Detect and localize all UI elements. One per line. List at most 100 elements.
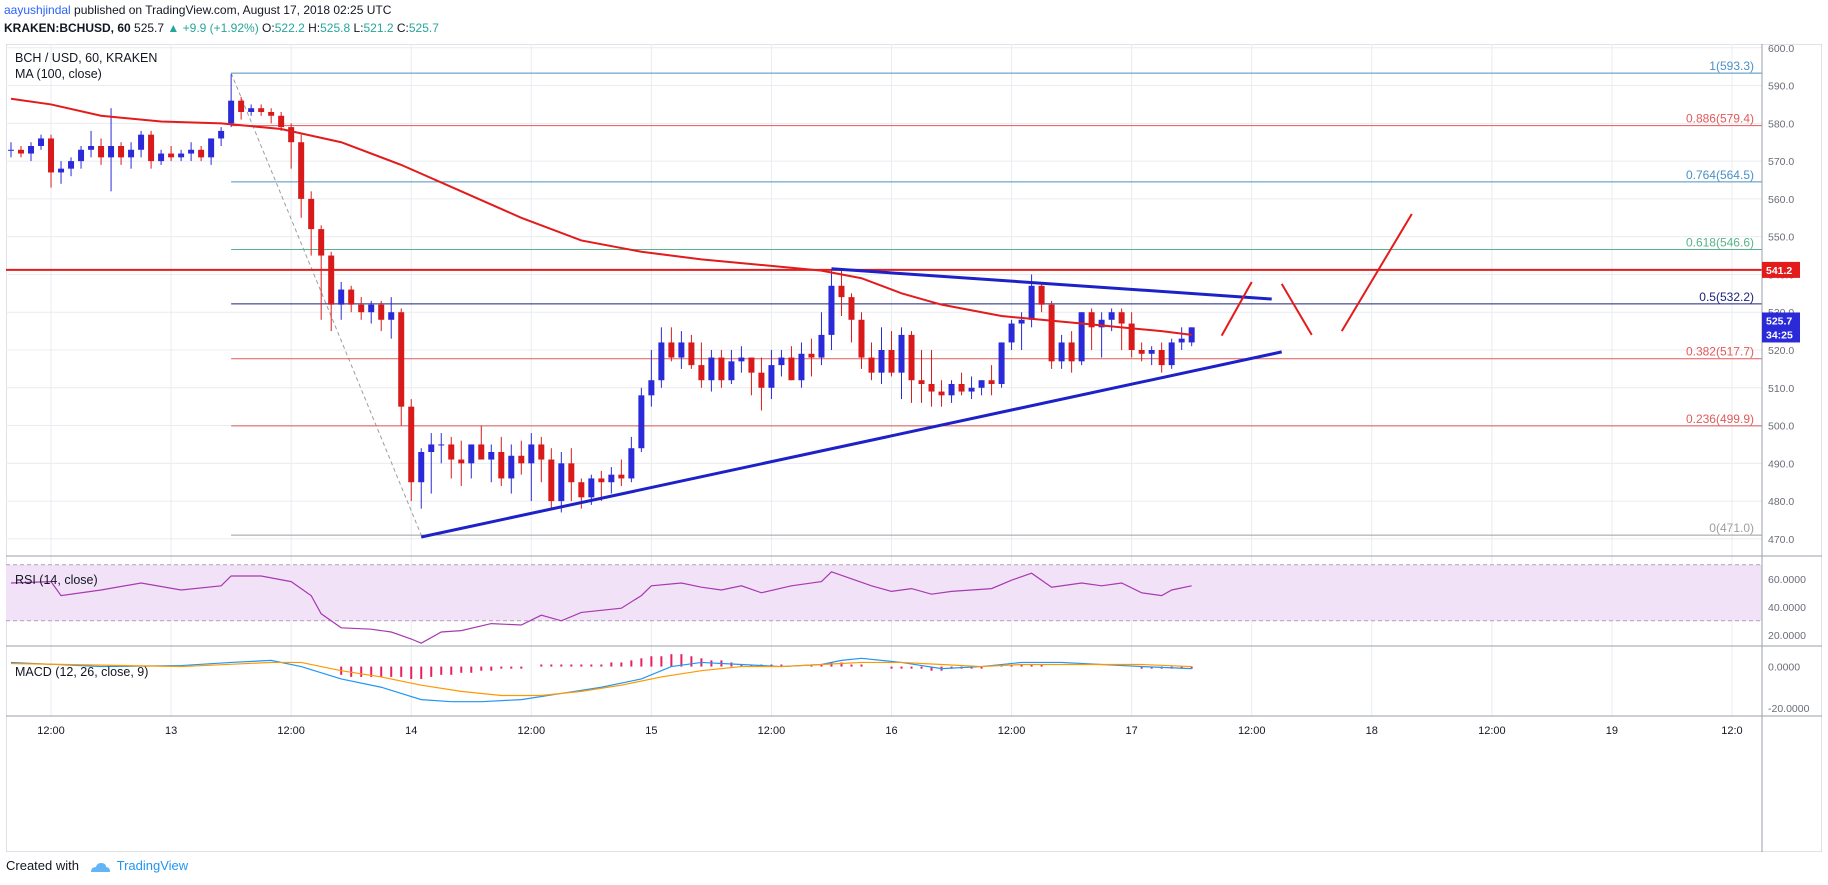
candle-body — [1048, 304, 1055, 362]
candle-body — [68, 161, 75, 169]
x-tick-label: 12:00 — [1238, 725, 1266, 737]
x-tick-label: 12:00 — [998, 725, 1026, 737]
candle-body — [358, 304, 365, 313]
y-tick-label: 570.0 — [1768, 156, 1794, 168]
x-tick-label: 12:00 — [37, 725, 65, 737]
author-link[interactable]: aayushjindal — [4, 3, 71, 17]
fib-level-label: 0(471.0) — [1709, 521, 1754, 535]
candle-body — [1018, 319, 1025, 324]
price-pane-title: BCH / USD, 60, KRAKEN — [15, 51, 157, 65]
candle-body — [468, 444, 475, 464]
candle-body — [648, 380, 655, 396]
high-label: H: — [308, 21, 321, 35]
candle-body — [858, 319, 865, 358]
x-tick-label: 12:00 — [277, 725, 305, 737]
tradingview-cloud-icon — [90, 862, 110, 872]
candle-body — [198, 149, 205, 158]
last-price-tag — [1762, 312, 1800, 343]
candle-body — [298, 142, 305, 199]
y-tick-label: 480.0 — [1768, 496, 1794, 508]
candle-body — [148, 134, 155, 162]
candle-body — [958, 384, 965, 392]
candle-body — [878, 350, 885, 373]
fib-level-label: 0.618(546.6) — [1686, 236, 1754, 250]
x-tick-label: 16 — [885, 725, 897, 737]
candle-body — [988, 380, 995, 384]
macd-tick-label: 0.0000 — [1768, 662, 1800, 674]
candle-body — [848, 297, 855, 320]
change-value: +9.9 (+1.92%) — [182, 21, 259, 35]
symbol-line: KRAKEN:BCHUSD, 60 525.7 ▲ +9.9 (+1.92%) … — [4, 21, 439, 35]
candle-body — [338, 289, 345, 305]
candle-body — [368, 304, 375, 313]
ma-100-line — [10, 97, 1192, 336]
candle-body — [418, 452, 425, 483]
up-arrow-icon: ▲ — [167, 21, 180, 35]
fib-level-label: 0.382(517.7) — [1686, 345, 1754, 359]
candle-body — [968, 387, 975, 392]
candle-body — [218, 130, 225, 139]
rsi-tick-label: 60.0000 — [1768, 574, 1806, 586]
resistance-price-tag — [1762, 261, 1800, 278]
candle-body — [258, 108, 265, 112]
x-tick-label: 12:00 — [1478, 725, 1506, 737]
macd-legend: MACD (12, 26, close, 9) — [15, 665, 148, 679]
published-text: published on TradingView.com, August 17,… — [70, 3, 392, 17]
candle-body — [928, 384, 935, 392]
candle-body — [1038, 285, 1045, 305]
last-price-label: 525.7 — [1766, 315, 1792, 327]
candle-body — [528, 444, 535, 464]
candle-body — [1148, 350, 1155, 354]
candle-body — [488, 452, 495, 460]
fib-diagonal — [230, 72, 422, 536]
candle-body — [378, 304, 385, 320]
candle-body — [688, 342, 695, 366]
candle-body — [1188, 327, 1195, 343]
fib-level-label: 0.5(532.2) — [1699, 290, 1754, 304]
candle-body — [888, 350, 895, 373]
candle-body — [1058, 342, 1065, 362]
candle-body — [498, 452, 505, 479]
candle-body — [108, 146, 115, 158]
tradingview-brand[interactable]: TradingView — [116, 858, 189, 873]
open-label: O: — [262, 21, 275, 35]
candle-body — [398, 312, 405, 407]
high-value: 525.8 — [320, 21, 351, 35]
candle-body — [238, 100, 245, 112]
candle-body — [38, 138, 45, 146]
projection-arrow — [1340, 213, 1413, 332]
candle-body — [1158, 350, 1165, 366]
countdown-label: 34:25 — [1766, 329, 1793, 341]
chart-svg[interactable]: 1(593.3) 0.886(579.4) 0.764(564.5) 0.618(54… — [6, 44, 1822, 852]
projection-arrow — [1280, 283, 1313, 336]
candle-body — [58, 168, 65, 173]
candle-body — [48, 138, 55, 173]
low-value: 521.2 — [363, 21, 394, 35]
candle-body — [208, 138, 215, 158]
candle-body — [978, 380, 985, 388]
candle-body — [328, 255, 335, 305]
rsi-band — [6, 564, 1762, 621]
candle-body — [868, 357, 875, 373]
candle-body — [918, 380, 925, 384]
candle-body — [168, 153, 175, 158]
candle-body — [828, 285, 835, 335]
x-tick-label: 12:0 — [1721, 725, 1742, 737]
rsi-line — [10, 571, 1192, 644]
candle-body — [1088, 312, 1095, 328]
x-tick-label: 13 — [165, 725, 177, 737]
candle-body — [1098, 319, 1105, 328]
candle-body — [408, 406, 415, 483]
rsi-pane — [6, 564, 1762, 644]
candle-body — [8, 149, 15, 151]
candle-body — [28, 146, 35, 154]
candle-body — [808, 353, 815, 358]
candle-body — [588, 478, 595, 498]
candle-body — [838, 285, 845, 298]
y-tick-label: 510.0 — [1768, 383, 1794, 395]
candle-body — [288, 127, 295, 143]
x-tick-label: 12:00 — [758, 725, 786, 737]
projection-arrow — [1220, 281, 1253, 337]
publish-line: aayushjindal published on TradingView.co… — [4, 3, 391, 17]
candle-body — [248, 108, 255, 112]
